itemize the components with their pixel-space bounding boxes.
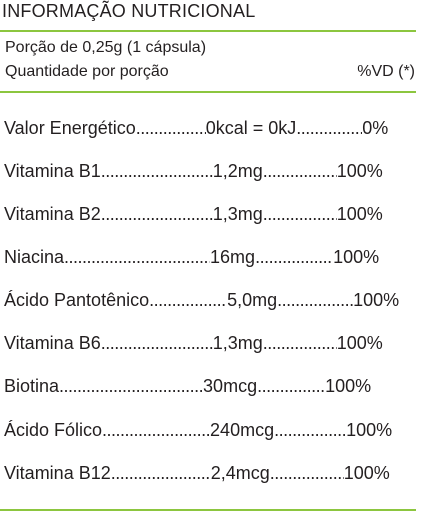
leader-dots: ........................................… <box>100 333 213 353</box>
quantity-per-serving-label: Quantidade por porção <box>5 63 169 80</box>
nutrient-row-niacin: Niacina ................................… <box>4 247 379 271</box>
leader-dots: .............................. <box>262 161 337 181</box>
leader-dots: ............................... <box>277 290 354 310</box>
nutrient-amount: 1,3mg <box>212 204 263 224</box>
leader-dots: .............................. <box>269 463 344 483</box>
nutrient-row-b1: Vitamina B1 ............................… <box>4 161 383 185</box>
nutrient-amount: 2,4mcg <box>210 463 270 483</box>
leader-dots: ........................................… <box>100 161 213 181</box>
leader-dots: ........................................… <box>59 376 204 396</box>
nutrient-amount: 16mg <box>210 247 256 267</box>
nutrient-row-pantothenic-acid: Ácido Pantotênico ......................… <box>4 290 399 314</box>
leader-dots: ............................. <box>274 420 347 440</box>
nutrient-daily-value: 100% <box>336 333 383 353</box>
leader-dots: ............................ <box>257 376 325 396</box>
nutrient-name: Ácido Pantotênico <box>4 290 150 310</box>
nutrient-row-b2: Vitamina B2 ............................… <box>4 204 383 228</box>
nutrient-amount: 0kcal = 0kJ <box>205 118 297 138</box>
leader-dots: .............................. <box>262 204 337 224</box>
nutrient-row-folic-acid: Ácido Fólico ...........................… <box>4 420 392 444</box>
nutrient-row-biotin: Biotina ................................… <box>4 376 371 400</box>
nutrient-name: Vitamina B12 <box>4 463 111 483</box>
nutrient-amount: 240mcg <box>210 420 275 440</box>
nutrient-daily-value: 100% <box>353 290 400 310</box>
nutrient-name: Vitamina B2 <box>4 204 101 224</box>
daily-value-header: %VD (*) <box>357 63 415 80</box>
nutrient-amount: 30mcg <box>203 376 258 396</box>
leader-dots: .............................. <box>135 118 206 138</box>
top-divider <box>0 30 416 32</box>
nutrient-name: Valor Energético <box>4 118 136 138</box>
leader-dots: ................................ <box>255 247 333 267</box>
leader-dots: ........................................… <box>102 420 211 440</box>
nutrient-name: Biotina <box>4 376 60 396</box>
nutrient-name: Niacina <box>4 247 65 267</box>
leader-dots: ................................ <box>149 290 227 310</box>
nutrient-amount: 1,3mg <box>212 333 263 353</box>
nutrient-row-b6: Vitamina B6 ............................… <box>4 333 383 357</box>
nutrient-row-b12: Vitamina B12 ...........................… <box>4 463 390 487</box>
header-divider <box>0 91 416 93</box>
leader-dots: ........................................ <box>110 463 211 483</box>
panel-title: INFORMAÇÃO NUTRICIONAL <box>2 1 256 21</box>
nutrient-daily-value: 100% <box>336 204 383 224</box>
serving-size-text: Porção de 0,25g (1 cápsula) <box>5 39 207 56</box>
leader-dots: .............................. <box>262 333 337 353</box>
leader-dots: ........................................… <box>100 204 213 224</box>
nutrient-daily-value: 0% <box>362 118 389 138</box>
nutrient-daily-value: 100% <box>336 161 383 181</box>
leader-dots: ........................................… <box>64 247 210 267</box>
nutrient-name: Vitamina B1 <box>4 161 101 181</box>
leader-dots: .............................. <box>296 118 363 138</box>
bottom-divider <box>0 509 416 511</box>
nutrient-name: Vitamina B6 <box>4 333 101 353</box>
nutrient-daily-value: 100% <box>343 463 390 483</box>
nutrient-amount: 1,2mg <box>212 161 263 181</box>
nutrient-name: Ácido Fólico <box>4 420 103 440</box>
nutrient-daily-value: 100% <box>346 420 393 440</box>
nutrient-row-energy: Valor Energético .......................… <box>4 118 388 142</box>
nutrient-daily-value: 100% <box>333 247 380 267</box>
nutrient-daily-value: 100% <box>325 376 372 396</box>
nutrient-amount: 5,0mg <box>227 290 278 310</box>
